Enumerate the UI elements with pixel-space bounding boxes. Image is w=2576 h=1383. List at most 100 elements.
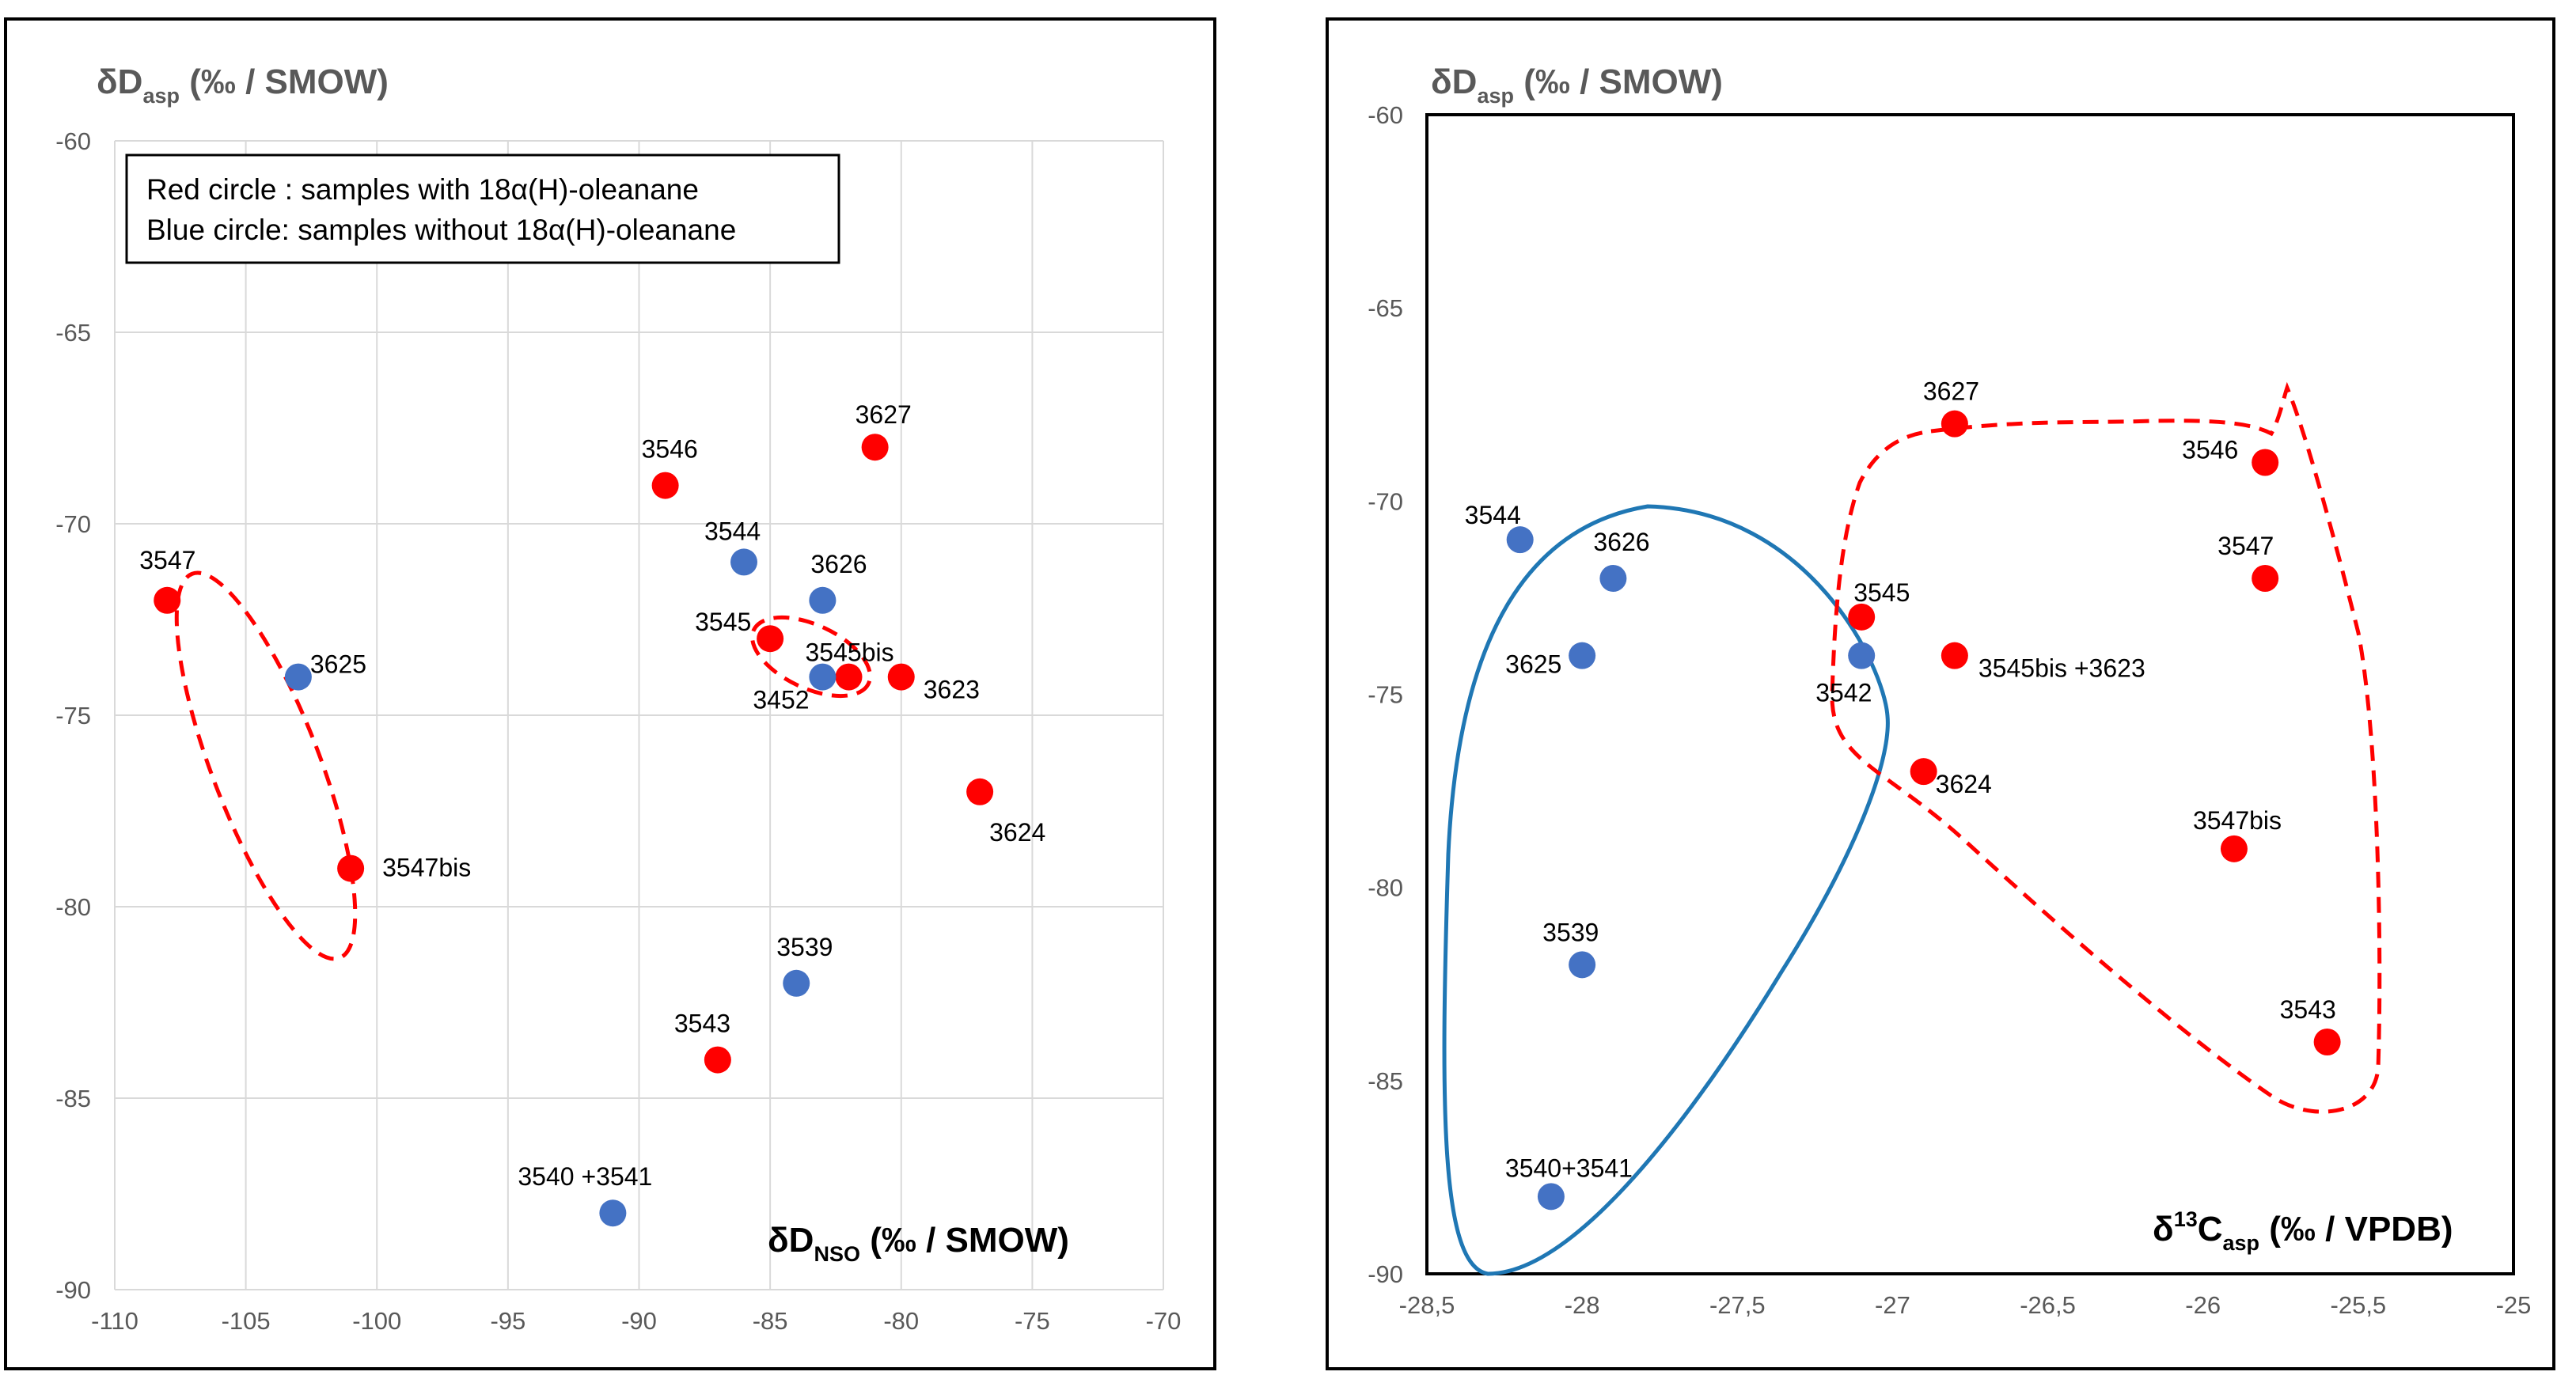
x-tick-label: -70 xyxy=(1146,1307,1182,1335)
data-point-3626 xyxy=(1599,565,1627,592)
data-point-3547 xyxy=(2252,565,2279,592)
data-point-3625 xyxy=(1569,642,1596,669)
y-tick-label: -90 xyxy=(1368,1260,1403,1288)
x-tick-label: -100 xyxy=(352,1307,401,1335)
data-point-3544 xyxy=(1506,526,1534,554)
data-point-3547bis xyxy=(337,854,365,882)
data-point-3540-3541 xyxy=(599,1199,627,1227)
data-point-3625 xyxy=(284,663,312,691)
left-y-axis-title: δDasp (‰ / SMOW) xyxy=(97,63,389,108)
y-tick-label: -60 xyxy=(55,127,91,155)
x-tick-label: -26 xyxy=(2185,1291,2221,1319)
data-label-3540-3541: 3540 +3541 xyxy=(518,1162,652,1191)
left-panel: -60-65-70-75-80-85-90-110 -105 -100 -95 -90-… xyxy=(4,17,1216,1370)
right-blue-enclosure xyxy=(1442,504,1890,1276)
right-panel: -60 -65 -70 -75 -80 -85 -90 -28,5 -28 -27,5 -27 -26… xyxy=(1326,17,2555,1370)
right-panel-frame xyxy=(1326,17,2555,1370)
right-enclosures xyxy=(1442,381,2382,1276)
y-tick-label: -85 xyxy=(1368,1067,1403,1095)
x-tick-label: -25 xyxy=(2496,1291,2532,1319)
data-point-3546 xyxy=(651,472,679,499)
x-tick-label: -110 xyxy=(91,1307,138,1335)
right-x-axis-title: δ13Casp (‰ / VPDB) xyxy=(2153,1207,2453,1255)
data-point-3539 xyxy=(1569,951,1596,979)
data-point-3627 xyxy=(861,434,889,461)
data-label-3543: 3543 xyxy=(2280,995,2336,1024)
legend-box: Red circle : samples with 18α(H)-oleanan… xyxy=(125,153,840,264)
data-point-3626 xyxy=(809,586,837,614)
data-point-3452 xyxy=(809,663,837,691)
y-tick-label: -65 xyxy=(55,319,91,347)
data-point-3545 xyxy=(757,625,784,653)
data-point-3546 xyxy=(2252,449,2279,476)
x-tick-label: -105 xyxy=(222,1307,271,1335)
y-tick-label: -75 xyxy=(1368,681,1403,709)
data-point-3543 xyxy=(704,1046,731,1074)
y-tick-label: -75 xyxy=(55,702,91,729)
data-label-3546: 3546 xyxy=(2182,436,2238,464)
data-label-3545bis-3623: 3545bis +3623 xyxy=(1978,654,2145,683)
x-tick-label: -80 xyxy=(883,1307,919,1335)
data-label-3627: 3627 xyxy=(1923,377,1979,406)
data-point-3624 xyxy=(966,778,994,805)
data-point-3545 xyxy=(1848,603,1876,631)
data-label-3539: 3539 xyxy=(1542,918,1599,946)
x-tick-label: -90 xyxy=(621,1307,657,1335)
data-label-3547: 3547 xyxy=(139,546,195,574)
data-label-3624: 3624 xyxy=(1936,770,1992,798)
y-tick-label: -65 xyxy=(1368,294,1403,322)
data-point-3540-3541 xyxy=(1537,1183,1565,1211)
y-tick-label: -90 xyxy=(55,1276,91,1304)
x-tick-label: -27 xyxy=(1875,1291,1910,1319)
x-tick-label: -75 xyxy=(1015,1307,1050,1335)
data-label-3539: 3539 xyxy=(776,933,833,961)
right-y-axis-title: δDasp (‰ / SMOW) xyxy=(1431,63,1723,108)
right-red-dashed-enclosure xyxy=(1830,381,2382,1114)
data-point-3542 xyxy=(1848,642,1876,669)
data-label-3544: 3544 xyxy=(1465,501,1521,529)
data-point-3544 xyxy=(730,548,757,576)
data-label-3544: 3544 xyxy=(704,517,761,545)
data-point-3624 xyxy=(1910,758,1937,786)
x-tick-label: -26,5 xyxy=(2020,1291,2076,1319)
y-tick-label: -80 xyxy=(1368,874,1403,902)
data-point-3543 xyxy=(2313,1029,2341,1055)
data-label-3545bis: 3545bis xyxy=(806,638,894,667)
data-point-3547bis xyxy=(2220,835,2248,862)
data-label-3546: 3546 xyxy=(642,435,698,464)
y-tick-label: -70 xyxy=(55,510,91,538)
data-label-3626: 3626 xyxy=(810,550,867,578)
data-point-3547 xyxy=(154,586,181,614)
left-tick-labels: -60-65-70-75-80-85-90-110 -105 -100 -95 -90-… xyxy=(55,127,1181,1335)
data-label-3625: 3625 xyxy=(1505,650,1561,679)
legend-line-red: Red circle : samples with 18α(H)-oleanan… xyxy=(146,173,699,206)
left-red-ellipse-west xyxy=(174,570,358,961)
data-point-3545bis-3623 xyxy=(1941,642,1968,669)
legend-frame xyxy=(125,153,840,264)
left-red-ellipse-central xyxy=(750,615,872,699)
left-x-axis-title: δDNSO (‰ / SMOW) xyxy=(768,1221,1069,1266)
data-label-3547bis: 3547bis xyxy=(382,854,471,882)
y-tick-label: -80 xyxy=(55,893,91,921)
right-tick-labels: -60 -65 -70 -75 -80 -85 -90 -28,5 -28 -27,5 -27 -26… xyxy=(1368,101,2531,1319)
data-point-3545bis xyxy=(835,663,863,691)
data-label-3625: 3625 xyxy=(310,650,366,679)
data-point-3539 xyxy=(783,969,810,997)
x-tick-label: -27,5 xyxy=(1709,1291,1766,1319)
data-label-3547bis: 3547bis xyxy=(2193,806,2282,835)
data-point-3627 xyxy=(1941,410,1968,438)
data-label-3627: 3627 xyxy=(856,400,912,429)
data-label-3547: 3547 xyxy=(2217,532,2274,560)
data-label-3624: 3624 xyxy=(989,818,1045,847)
data-label-3542: 3542 xyxy=(1815,679,1872,707)
left-dashed-enclosures xyxy=(174,570,872,961)
x-tick-label: -85 xyxy=(753,1307,788,1335)
data-label-3452: 3452 xyxy=(753,686,809,714)
left-data-points: 3547 3547bis 3546 3627 3545 3545bis 3623 3624 35… xyxy=(139,400,1045,1227)
y-tick-label: -60 xyxy=(1368,101,1403,129)
x-tick-label: -28 xyxy=(1565,1291,1600,1319)
legend-line-blue: Blue circle: samples without 18α(H)-olea… xyxy=(146,214,736,246)
data-label-3540-3541: 3540+3541 xyxy=(1505,1154,1633,1182)
left-gridlines xyxy=(114,140,1164,1290)
